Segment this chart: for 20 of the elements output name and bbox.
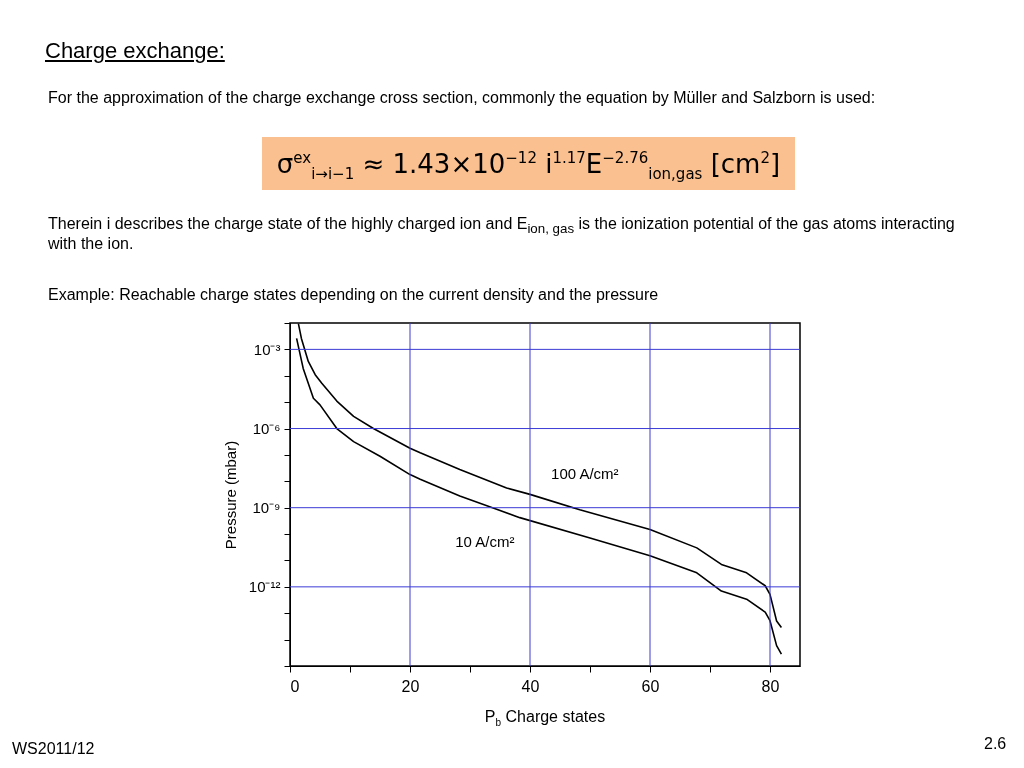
series-label: 100 A/cm² [551, 464, 619, 482]
text: Therein i describes the charge state of the highly charged ion and E$_{ion, gas}$ is the ionization potential of the gas atoms interacting with the ion. [48, 215, 955, 252]
x-axis-title: P$_{b}$ Charge states [483, 708, 607, 729]
x-tick-label: 60 [641, 677, 660, 695]
text: σ$^{ex}$$_{i→i−1}$ ≈ 1.43×10$^{−12}$ i$^{1.17}$E$^{−2.76}$$_{ion,gas}$ [cm$^{2}$] [276, 148, 781, 183]
series-label: 10 A/cm² [455, 532, 515, 550]
text: WS2011/12 [12, 740, 95, 757]
text: 2.6 [984, 735, 1007, 752]
text: Example: Reachable charge states depending on the current density and the pressure [48, 286, 659, 303]
chart-title: Charge exchange: [45, 38, 225, 64]
y-tick-label: 10⁻⁹ [252, 499, 281, 517]
x-tick-label: 40 [521, 677, 540, 695]
y-tick-label: 10⁻¹² [248, 578, 281, 596]
y-axis-title: Pressure (mbar) [221, 440, 239, 550]
x-tick-label: 20 [401, 677, 420, 695]
y-tick-label: 10⁻⁶ [252, 420, 281, 438]
x-tick-label: 80 [761, 677, 780, 695]
x-tick-label: 0 [290, 677, 300, 695]
chart-subtitle: For the approximation of the charge exchange cross section, commonly the equation by Müller and Salzborn is used: [48, 88, 877, 108]
y-tick-label: 10⁻³ [253, 340, 281, 358]
